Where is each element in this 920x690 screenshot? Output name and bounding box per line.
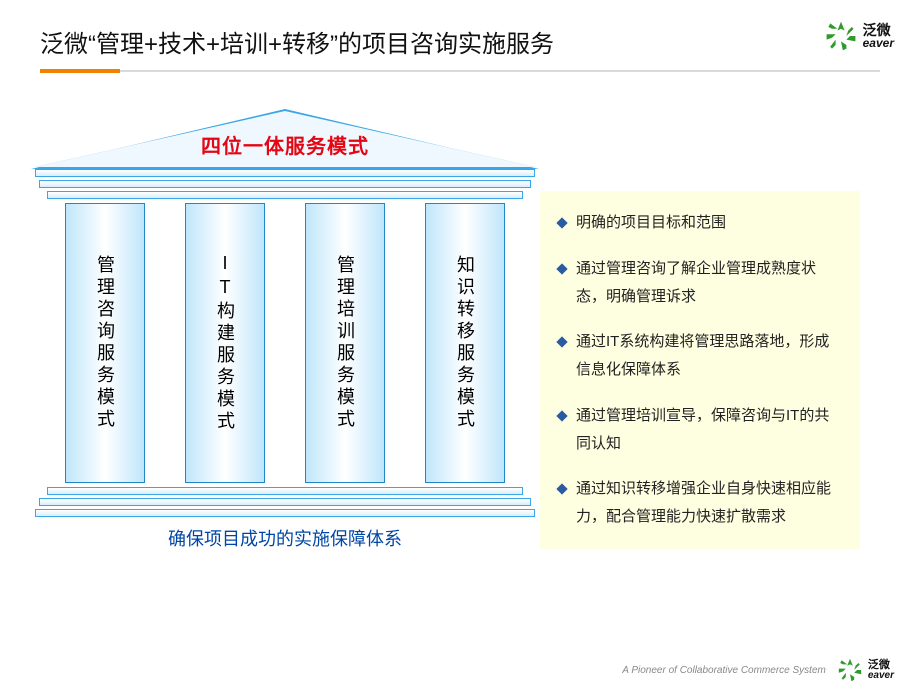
content-area: 四位一体服务模式 管理咨询服务模式 IT构建服务模式 管理培训服务模式 知识转移…	[0, 81, 920, 551]
leaf-star-icon	[836, 656, 864, 684]
page-title: 泛微“管理+技术+培训+转移”的项目咨询实施服务	[40, 24, 880, 59]
footer: A Pioneer of Collaborative Commerce Syst…	[622, 656, 894, 684]
logo-text-cn: 泛微	[863, 23, 894, 37]
pillar-label: 知识转移服务模式	[452, 255, 478, 431]
header: 泛微“管理+技术+培训+转移”的项目咨询实施服务 泛微 eaver	[0, 0, 920, 81]
temple-roof: 四位一体服务模式	[35, 101, 535, 167]
leaf-star-icon	[823, 18, 859, 54]
bullet-item: 通过知识转移增强企业自身快速相应能力，配合管理能力快速扩散需求	[558, 475, 842, 531]
pillar-label: 管理培训服务模式	[332, 255, 358, 431]
logo-text-en: eaver	[868, 671, 894, 681]
title-underline	[40, 69, 880, 73]
logo-text-en: eaver	[863, 37, 894, 49]
pillar-4: 知识转移服务模式	[425, 203, 505, 483]
diamond-icon	[556, 217, 567, 228]
bullet-item: 通过IT系统构建将管理思路落地，形成信息化保障体系	[558, 328, 842, 384]
footer-tagline: A Pioneer of Collaborative Commerce Syst…	[622, 665, 826, 676]
footer-logo: 泛微 eaver	[836, 656, 894, 684]
temple-pillars: 管理咨询服务模式 IT构建服务模式 管理培训服务模式 知识转移服务模式	[35, 203, 535, 483]
pillar-3: 管理培训服务模式	[305, 203, 385, 483]
bullet-panel: 明确的项目目标和范围 通过管理咨询了解企业管理成熟度状态，明确管理诉求 通过IT…	[540, 191, 860, 549]
foundation-label: 确保项目成功的实施保障体系	[35, 525, 535, 551]
temple-beams	[35, 169, 535, 199]
bullet-item: 明确的项目目标和范围	[558, 209, 842, 237]
pillar-label: 管理咨询服务模式	[92, 255, 118, 431]
temple-diagram: 四位一体服务模式 管理咨询服务模式 IT构建服务模式 管理培训服务模式 知识转移…	[30, 101, 540, 551]
bullet-item: 通过管理培训宣导，保障咨询与IT的共同认知	[558, 402, 842, 458]
pillar-label: IT构建服务模式	[212, 253, 238, 433]
diamond-icon	[556, 410, 567, 421]
bullet-text: 明确的项目目标和范围	[576, 209, 726, 237]
diamond-icon	[556, 337, 567, 348]
pillar-1: 管理咨询服务模式	[65, 203, 145, 483]
brand-logo: 泛微 eaver	[823, 18, 894, 54]
temple-base	[35, 487, 535, 517]
pillar-2: IT构建服务模式	[185, 203, 265, 483]
bullet-text: 通过知识转移增强企业自身快速相应能力，配合管理能力快速扩散需求	[576, 475, 842, 531]
diamond-icon	[556, 263, 567, 274]
bullet-text: 通过管理培训宣导，保障咨询与IT的共同认知	[576, 402, 842, 458]
logo-text-cn: 泛微	[868, 660, 894, 671]
diamond-icon	[556, 484, 567, 495]
roof-label: 四位一体服务模式	[35, 130, 535, 159]
bullet-text: 通过管理咨询了解企业管理成熟度状态，明确管理诉求	[576, 255, 842, 311]
bullet-text: 通过IT系统构建将管理思路落地，形成信息化保障体系	[576, 328, 842, 384]
bullet-panel-wrap: 明确的项目目标和范围 通过管理咨询了解企业管理成熟度状态，明确管理诉求 通过IT…	[540, 101, 890, 551]
bullet-item: 通过管理咨询了解企业管理成熟度状态，明确管理诉求	[558, 255, 842, 311]
